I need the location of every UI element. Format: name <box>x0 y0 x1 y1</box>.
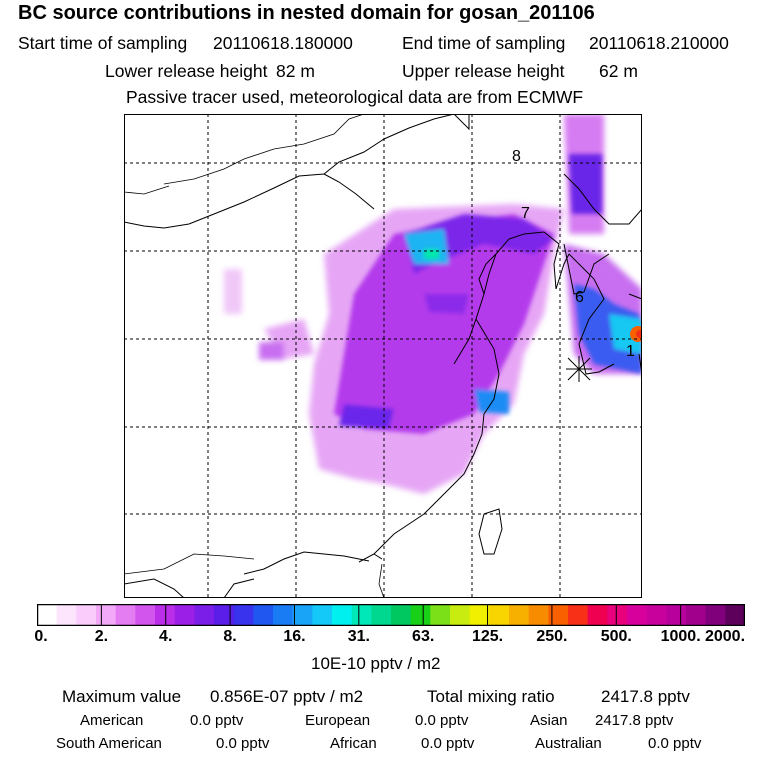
region-name: Asian <box>530 712 568 729</box>
color-swatch <box>705 604 726 626</box>
color-swatch <box>76 604 97 626</box>
color-swatch <box>312 604 333 626</box>
color-swatch <box>509 604 530 626</box>
color-swatch <box>194 604 215 626</box>
colorbar-unit: 10E-10 pptv / m2 <box>311 654 441 673</box>
region-value: 0.0 pptv <box>190 712 244 729</box>
color-swatch <box>214 604 235 626</box>
receptor-star-icon <box>566 356 592 382</box>
colorbar-frame <box>36 603 746 627</box>
total-mixing-value: 2417.8 pptv <box>601 687 690 706</box>
colorbar-tick-label: 8. <box>223 628 237 645</box>
trajectory-label: 7 <box>521 205 530 222</box>
color-swatch <box>273 604 294 626</box>
color-swatch <box>568 604 589 626</box>
lower-release-label: Lower release height <box>105 61 268 81</box>
region-value: 0.0 pptv <box>216 735 270 752</box>
map-canvas: 8 7 6 1 <box>124 114 642 598</box>
color-swatch <box>627 604 648 626</box>
colorbar-tick-label: 4. <box>159 628 173 645</box>
end-time-label: End time of sampling <box>402 33 566 53</box>
color-swatch <box>686 604 707 626</box>
colorbar-tick-label: 125. <box>471 628 504 645</box>
colorbar-tick-label: 63. <box>412 628 435 645</box>
color-swatch <box>607 604 628 626</box>
colorbar-tick-label: 2. <box>94 628 109 645</box>
color-swatch <box>351 604 372 626</box>
map-panel: 8 7 6 1 <box>124 114 642 598</box>
hotspot <box>630 326 642 342</box>
color-swatch <box>646 604 667 626</box>
lower-release-value: 82 m <box>276 61 315 81</box>
color-swatch <box>135 604 156 626</box>
color-swatch <box>253 604 274 626</box>
colorbar-tick-label: 500. <box>600 628 632 645</box>
color-swatch <box>332 604 353 626</box>
color-swatch <box>528 604 549 626</box>
region-name: South American <box>56 735 162 752</box>
color-swatch <box>587 604 608 626</box>
colorbar-tick-label: 0. <box>34 628 48 645</box>
upper-release-value: 62 m <box>599 61 638 81</box>
region-value: 0.0 pptv <box>415 712 469 729</box>
color-swatch <box>489 604 510 626</box>
region-name: European <box>305 712 371 729</box>
color-swatch <box>371 604 392 626</box>
colorbar-tick-label: 250. <box>536 628 568 645</box>
coastlines <box>124 114 642 598</box>
color-swatch <box>96 604 117 626</box>
color-swatch <box>233 604 254 626</box>
color-scale <box>36 603 746 627</box>
color-swatch <box>37 604 58 626</box>
color-swatch <box>410 604 431 626</box>
end-time-value: 20110618.210000 <box>589 33 729 53</box>
color-swatch <box>469 604 490 626</box>
color-swatch <box>292 604 313 626</box>
region-name: Australian <box>535 735 602 752</box>
max-value: 0.856E-07 pptv / m2 <box>210 687 364 706</box>
region-name: American <box>80 712 144 729</box>
color-swatch <box>115 604 136 626</box>
max-value-label: Maximum value <box>62 687 182 706</box>
plume-core <box>334 154 642 434</box>
colorbar-tick-label: 16. <box>283 628 306 645</box>
region-value: 0.0 pptv <box>421 735 475 752</box>
map-frame <box>124 114 642 598</box>
color-swatch <box>174 604 195 626</box>
color-swatch <box>430 604 451 626</box>
region-value: 2417.8 pptv <box>595 712 674 729</box>
colorbar-tick-label: 1000. <box>660 628 701 645</box>
region-value: 0.0 pptv <box>648 735 702 752</box>
upper-release-label: Upper release height <box>402 61 565 81</box>
colorbar-tick-label: 2000. <box>704 628 746 645</box>
grid-lines <box>124 114 642 598</box>
colorbar-tick-label: 31. <box>347 628 370 645</box>
trajectory-label: 1 <box>626 343 635 360</box>
color-swatch <box>666 604 687 626</box>
borders <box>124 114 385 598</box>
trajectory-label: 8 <box>512 148 521 165</box>
region-name: African <box>330 735 377 752</box>
color-swatch <box>391 604 412 626</box>
color-swatch <box>450 604 471 626</box>
color-scale-bar <box>36 603 746 627</box>
start-time-value: 20110618.180000 <box>213 33 353 53</box>
total-mixing-label: Total mixing ratio <box>427 687 555 706</box>
trajectory-label: 6 <box>575 289 584 306</box>
color-swatch <box>155 604 176 626</box>
color-swatch <box>548 604 569 626</box>
color-swatch <box>725 604 746 626</box>
map-title: BC source contributions in nested domain… <box>18 2 595 24</box>
color-swatch <box>56 604 77 626</box>
tracer-note: Passive tracer used, meteorological data… <box>126 87 584 107</box>
start-time-label: Start time of sampling <box>18 33 188 53</box>
